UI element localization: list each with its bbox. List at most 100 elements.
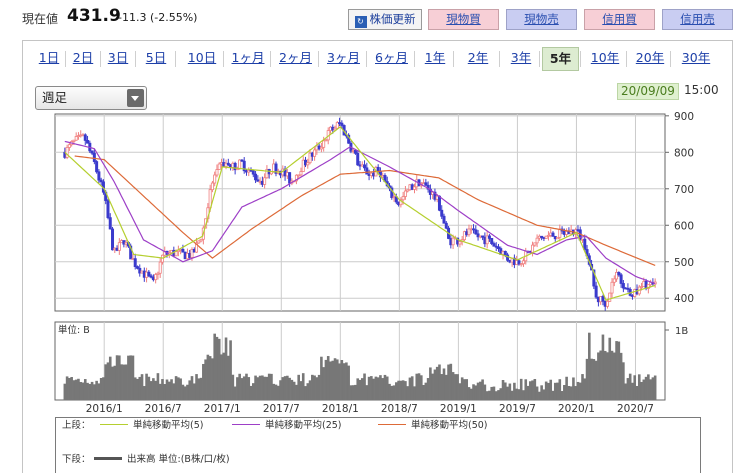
volume-bar — [522, 390, 525, 400]
chart-legend: 上段： 単純移動平均(5) 単純移動平均(25) 単純移動平均(50) 下段： … — [55, 417, 701, 473]
tab-30y[interactable]: 30年 — [681, 50, 711, 65]
candle-body — [381, 175, 385, 178]
tab-5d[interactable]: 5日 — [145, 50, 167, 65]
volume-bar — [517, 389, 521, 400]
volume-bar — [149, 381, 153, 400]
tab-2m[interactable]: 2ヶ月 — [279, 50, 312, 65]
volume-bar — [519, 378, 523, 400]
volume-bar — [133, 377, 137, 400]
volume-bar — [408, 377, 412, 400]
volume-bar — [426, 378, 430, 400]
candle-body — [149, 275, 153, 278]
volume-bar — [338, 363, 341, 400]
candle-body — [185, 252, 189, 260]
volume-bar — [324, 359, 328, 400]
candle-body — [437, 195, 441, 211]
volume-bar — [615, 341, 618, 400]
candle-body — [67, 144, 71, 148]
volume-bar — [272, 383, 276, 400]
tab-2y[interactable]: 2年 — [467, 50, 489, 65]
tab-1d[interactable]: 1日 — [38, 50, 60, 65]
volume-bar — [599, 350, 602, 400]
margin-sell-button[interactable]: 信用売 — [662, 9, 733, 30]
candle-body — [474, 229, 478, 235]
volume-bar — [356, 378, 360, 400]
chart-time: 15:00 — [684, 83, 719, 97]
ma5-line — [64, 125, 656, 301]
volume-bar — [258, 375, 262, 400]
tab-1m[interactable]: 1ヶ月 — [231, 50, 265, 65]
candle-body — [549, 232, 553, 236]
volume-bar — [68, 377, 71, 400]
volume-bar — [606, 352, 609, 400]
candle-body — [508, 259, 512, 263]
volume-bar — [251, 383, 255, 400]
volume-bar — [506, 386, 509, 400]
candle-body — [226, 162, 230, 166]
volume-bar — [283, 376, 287, 400]
candle-body — [249, 169, 253, 172]
candle-body — [240, 159, 244, 162]
volume-bar — [365, 385, 369, 400]
candle-body — [106, 200, 110, 219]
candle-body — [306, 162, 310, 166]
volume-bar — [136, 378, 139, 400]
candle-body — [353, 149, 357, 154]
candle-body — [592, 269, 596, 287]
volume-bar — [410, 376, 414, 400]
volume-bar — [622, 362, 625, 400]
candle-body — [390, 187, 394, 198]
candle-body — [594, 285, 598, 298]
volume-bar — [585, 358, 589, 400]
tab-3y[interactable]: 3年 — [510, 50, 532, 65]
volume-bar — [317, 374, 321, 400]
volume-bar — [351, 385, 355, 400]
volume-bar — [560, 391, 564, 400]
legend-ma25-label: 単純移動平均(25) — [265, 420, 342, 431]
volume-bar — [254, 375, 257, 400]
tab-5y[interactable]: 5年 — [542, 47, 579, 71]
volume-bar — [154, 380, 157, 400]
tab-10y[interactable]: 10年 — [590, 50, 620, 65]
candle-body — [113, 247, 117, 251]
tab-3m[interactable]: 3ヶ月 — [327, 50, 360, 65]
volume-bar — [444, 374, 448, 400]
candle-body — [333, 127, 337, 131]
candle-body — [74, 136, 78, 141]
candle-body — [521, 260, 525, 265]
volume-bar — [633, 375, 637, 400]
volume-bar — [329, 361, 332, 400]
volume-bar — [308, 380, 312, 400]
interval-select[interactable]: 週足 — [35, 86, 147, 110]
tab-2d[interactable]: 2日 — [72, 50, 94, 65]
candle-body — [372, 172, 376, 177]
candle-body — [544, 235, 548, 239]
volume-bar — [231, 374, 235, 400]
candle-body — [403, 190, 407, 197]
volume-bar — [583, 378, 587, 400]
volume-bar — [424, 382, 428, 400]
volume-bar — [531, 380, 534, 400]
volume-bar — [183, 386, 187, 400]
spot-sell-button[interactable]: 現物売 — [506, 9, 577, 30]
candle-body — [410, 184, 414, 190]
volume-bar — [188, 380, 192, 400]
volume-bar — [467, 387, 471, 400]
volume-bar — [626, 378, 630, 400]
tab-10d[interactable]: 10日 — [187, 50, 217, 65]
spot-buy-button[interactable]: 現物買 — [428, 9, 499, 30]
volume-bar — [186, 384, 189, 400]
candle-body — [304, 159, 308, 166]
tab-6m[interactable]: 6ヶ月 — [375, 50, 408, 65]
tab-3d[interactable]: 3日 — [107, 50, 129, 65]
margin-buy-button[interactable]: 信用買 — [584, 9, 655, 30]
volume-bar — [333, 358, 337, 400]
volume-bar — [406, 386, 409, 400]
tab-20y[interactable]: 20年 — [635, 50, 665, 65]
volume-bar — [204, 359, 207, 400]
volume-bar — [590, 358, 593, 400]
refresh-price-button[interactable]: ↻ 株価更新 — [348, 9, 422, 30]
volume-bar — [499, 388, 503, 400]
tab-1y[interactable]: 1年 — [424, 50, 446, 65]
candle-body — [135, 266, 139, 269]
